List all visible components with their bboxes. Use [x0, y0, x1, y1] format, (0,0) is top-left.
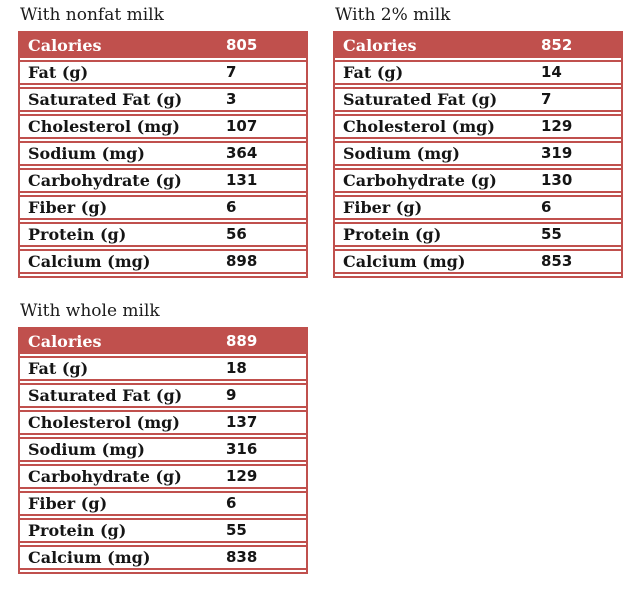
row-value: 129	[226, 467, 258, 485]
row-label: Saturated Fat (g)	[343, 90, 498, 109]
row-value: 131	[226, 171, 258, 189]
section-title: With 2% milk	[335, 5, 451, 25]
row-label: Cholesterol (mg)	[343, 117, 495, 136]
row-label: Fat (g)	[28, 63, 89, 82]
table-row: Sodium (mg) 364	[20, 141, 306, 166]
row-value: 889	[226, 332, 258, 350]
row-label: Fat (g)	[28, 359, 89, 378]
row-label: Calcium (mg)	[28, 548, 151, 567]
table-row: Protein (g) 55	[335, 222, 621, 247]
row-value: 55	[226, 521, 247, 539]
table-row: Calcium (mg) 838	[20, 545, 306, 570]
row-value: 364	[226, 144, 258, 162]
row-label: Cholesterol (mg)	[28, 117, 180, 136]
row-value: 898	[226, 252, 258, 270]
row-value: 14	[541, 63, 562, 81]
row-value: 56	[226, 225, 247, 243]
nutrition-table-nonfat: Calories 805 Fat (g) 7 Saturated Fat (g)…	[18, 31, 308, 278]
row-label: Cholesterol (mg)	[28, 413, 180, 432]
nutrition-section-nonfat: With nonfat milk Calories 805 Fat (g) 7 …	[18, 5, 310, 278]
row-label: Calcium (mg)	[343, 252, 466, 271]
table-row: Saturated Fat (g) 3	[20, 87, 306, 112]
nutrition-section-whole: With whole milk Calories 889 Fat (g) 18 …	[18, 301, 310, 574]
row-value: 319	[541, 144, 573, 162]
nutrition-table-whole: Calories 889 Fat (g) 18 Saturated Fat (g…	[18, 327, 308, 574]
table-row: Fiber (g) 6	[20, 491, 306, 516]
table-row: Saturated Fat (g) 7	[335, 87, 621, 112]
nutrition-table-2percent: Calories 852 Fat (g) 14 Saturated Fat (g…	[333, 31, 623, 278]
nutrition-section-2percent: With 2% milk Calories 852 Fat (g) 14 Sat…	[333, 5, 625, 278]
row-label: Fat (g)	[343, 63, 404, 82]
table-row: Fiber (g) 6	[20, 195, 306, 220]
row-value: 316	[226, 440, 258, 458]
table-header-row: Calories 805	[20, 33, 306, 58]
row-label: Fiber (g)	[343, 198, 423, 217]
row-label: Calories	[28, 36, 102, 55]
row-value: 129	[541, 117, 573, 135]
row-value: 107	[226, 117, 258, 135]
row-label: Fiber (g)	[28, 494, 108, 513]
row-label: Protein (g)	[28, 225, 127, 244]
row-value: 853	[541, 252, 573, 270]
row-value: 55	[541, 225, 562, 243]
table-row: Sodium (mg) 319	[335, 141, 621, 166]
row-value: 130	[541, 171, 573, 189]
table-row: Carbohydrate (g) 131	[20, 168, 306, 193]
table-header-row: Calories 889	[20, 329, 306, 354]
row-value: 838	[226, 548, 258, 566]
row-label: Sodium (mg)	[343, 144, 460, 163]
table-row: Cholesterol (mg) 129	[335, 114, 621, 139]
row-value: 9	[226, 386, 237, 404]
row-label: Sodium (mg)	[28, 440, 145, 459]
table-row: Protein (g) 56	[20, 222, 306, 247]
table-row: Carbohydrate (g) 129	[20, 464, 306, 489]
row-value: 18	[226, 359, 247, 377]
section-title: With whole milk	[20, 301, 160, 321]
row-label: Saturated Fat (g)	[28, 386, 183, 405]
table-row: Calcium (mg) 898	[20, 249, 306, 274]
table-row: Carbohydrate (g) 130	[335, 168, 621, 193]
row-label: Carbohydrate (g)	[28, 467, 182, 486]
row-value: 852	[541, 36, 573, 54]
row-label: Calories	[28, 332, 102, 351]
table-row: Fat (g) 14	[335, 60, 621, 85]
row-value: 805	[226, 36, 258, 54]
row-value: 3	[226, 90, 237, 108]
table-row: Saturated Fat (g) 9	[20, 383, 306, 408]
table-row: Protein (g) 55	[20, 518, 306, 543]
table-row: Cholesterol (mg) 107	[20, 114, 306, 139]
table-row: Cholesterol (mg) 137	[20, 410, 306, 435]
row-label: Protein (g)	[343, 225, 442, 244]
table-row: Sodium (mg) 316	[20, 437, 306, 462]
row-value: 6	[226, 198, 237, 216]
row-label: Protein (g)	[28, 521, 127, 540]
row-label: Sodium (mg)	[28, 144, 145, 163]
row-value: 7	[226, 63, 237, 81]
row-label: Saturated Fat (g)	[28, 90, 183, 109]
row-label: Calcium (mg)	[28, 252, 151, 271]
table-header-row: Calories 852	[335, 33, 621, 58]
table-row: Fat (g) 18	[20, 356, 306, 381]
row-label: Carbohydrate (g)	[28, 171, 182, 190]
table-row: Fiber (g) 6	[335, 195, 621, 220]
table-row: Calcium (mg) 853	[335, 249, 621, 274]
section-title: With nonfat milk	[20, 5, 164, 25]
row-label: Fiber (g)	[28, 198, 108, 217]
row-label: Calories	[343, 36, 417, 55]
row-label: Carbohydrate (g)	[343, 171, 497, 190]
row-value: 6	[226, 494, 237, 512]
row-value: 137	[226, 413, 258, 431]
row-value: 7	[541, 90, 552, 108]
table-row: Fat (g) 7	[20, 60, 306, 85]
row-value: 6	[541, 198, 552, 216]
